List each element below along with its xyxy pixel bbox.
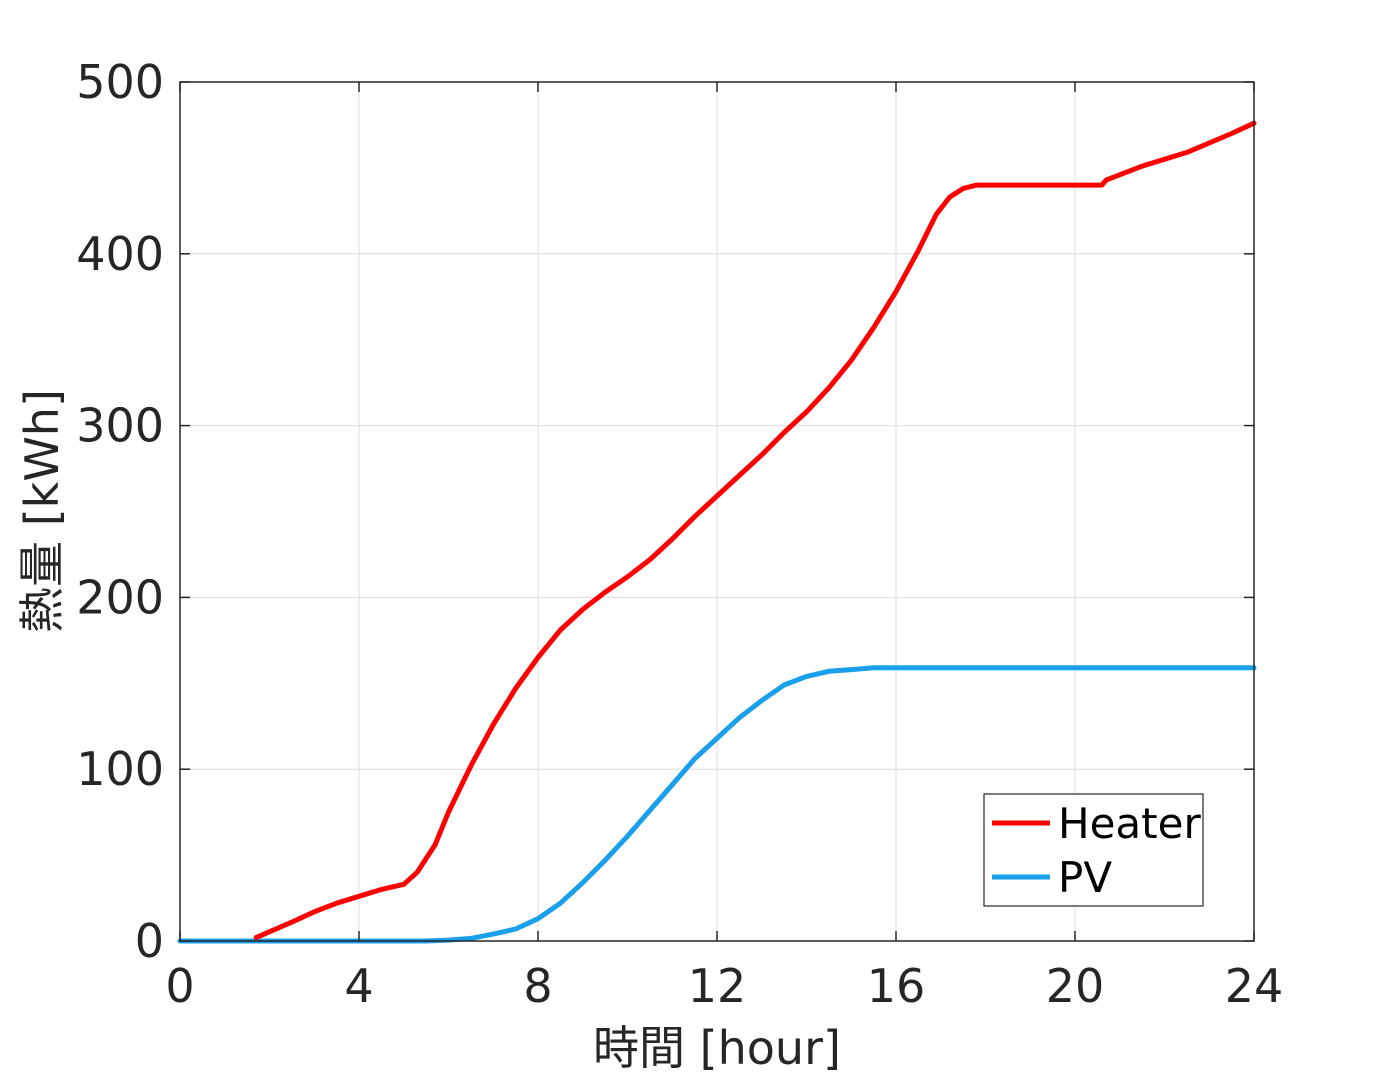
y-tick-label: 0 bbox=[135, 914, 164, 968]
x-tick-label: 4 bbox=[344, 959, 373, 1013]
y-axis-label: 熱量 [kWh] bbox=[15, 389, 69, 633]
axis-ticks bbox=[179, 81, 1255, 942]
legend: Heater PV bbox=[983, 793, 1204, 907]
x-tick-label: 24 bbox=[1225, 959, 1284, 1013]
y-tick-label: 200 bbox=[76, 570, 164, 624]
x-axis-label: 時間 [hour] bbox=[593, 1021, 841, 1075]
x-tick-label: 16 bbox=[867, 959, 926, 1013]
series-lines bbox=[177, 120, 1257, 944]
series-line-heater bbox=[253, 120, 1257, 941]
y-tick-label: 100 bbox=[76, 742, 164, 796]
x-tick-label: 0 bbox=[165, 959, 194, 1013]
series-line-pv bbox=[177, 665, 1257, 944]
y-tick-label: 300 bbox=[76, 399, 164, 453]
y-tick-label: 400 bbox=[76, 227, 164, 281]
y-tick-label: 500 bbox=[76, 55, 164, 109]
legend-label-pv: PV bbox=[1058, 853, 1112, 902]
x-tick-label: 20 bbox=[1046, 959, 1105, 1013]
legend-box bbox=[983, 793, 1204, 907]
x-tick-label: 12 bbox=[688, 959, 747, 1013]
x-tick-label: 8 bbox=[523, 959, 552, 1013]
legend-label-heater: Heater bbox=[1058, 799, 1201, 848]
tick-labels: 0 4 8 12 16 20 24 0 100 200 300 400 500 bbox=[76, 55, 1283, 1013]
